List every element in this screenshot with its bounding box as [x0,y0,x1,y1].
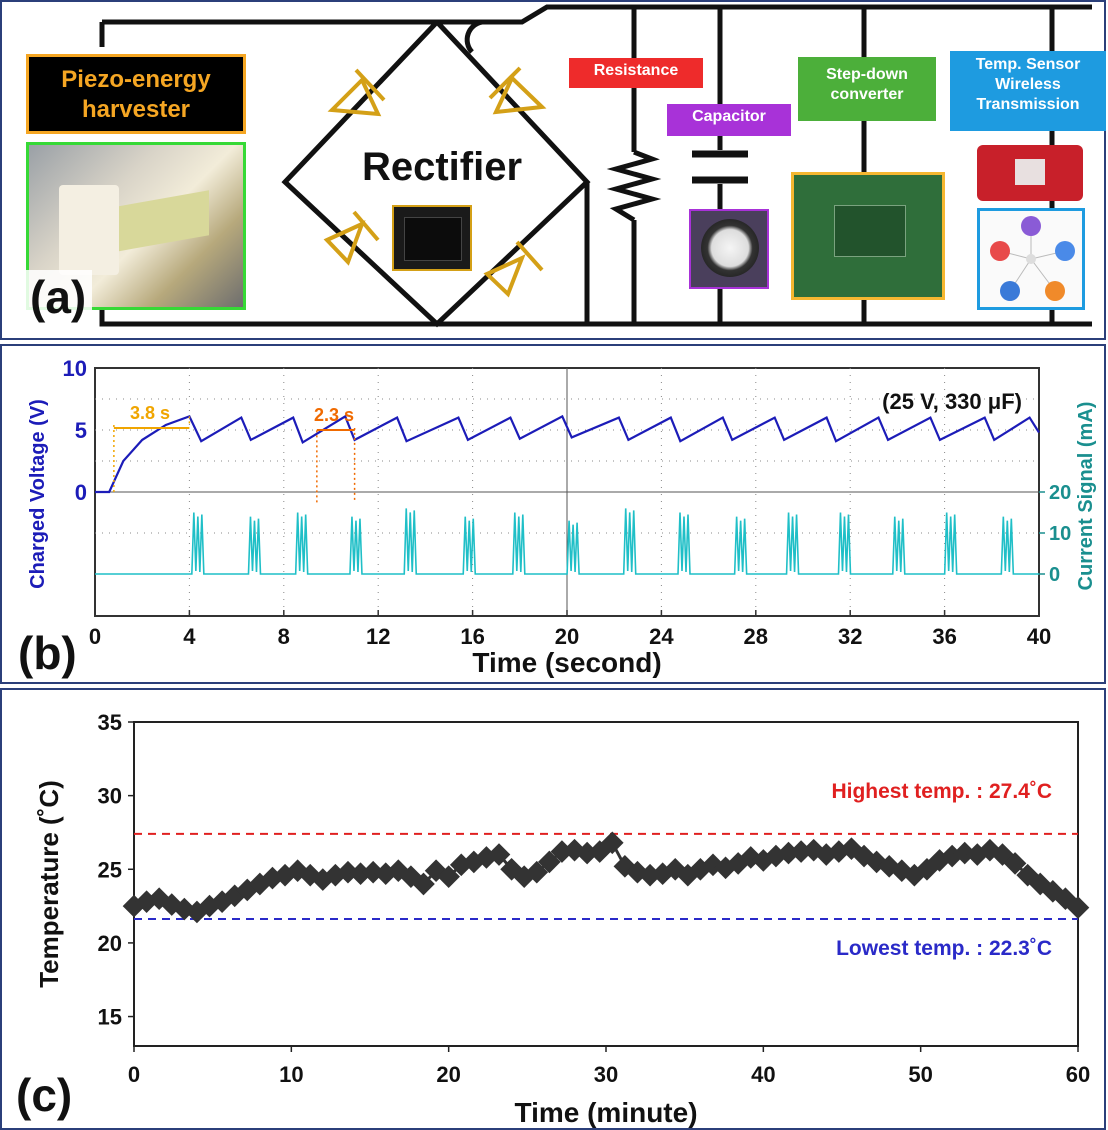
circuit-diagram: Rectifier [99,4,1092,328]
y-tick-label-c: 25 [98,857,122,882]
x-tick-label-b: 40 [1027,624,1051,649]
harvester-tag: Piezo-energy harvester [26,54,246,134]
sensor-label: Temp. Sensor Wireless Transmission [975,56,1081,113]
rectifier-label: Rectifier [362,145,522,189]
x-tick-label-c: 60 [1066,1062,1090,1087]
temperature-points [122,831,1090,924]
ticks-b: 0 4 8 12 16 20 24 28 32 36 40 0 5 10 0 10 20 [63,356,1072,649]
sensor-network-photo [977,208,1085,310]
capacitor-label: Capacitor [692,108,766,125]
y-tick-label-b: 5 [75,418,87,443]
panel-a-letter: (a) [24,270,93,324]
panel-a: Rectifier Piezo-energy harvester (a) Res… [0,0,1106,340]
converter-tag: Step-down converter [798,57,936,121]
sensor-network [990,216,1075,301]
node-bottom-right [1045,281,1065,301]
current-line [95,508,1039,575]
capacitor-photo [689,209,769,289]
x-axis-label-b: Time (second) [472,647,661,678]
x-tick-label-c: 20 [436,1062,460,1087]
x-tick-label-b: 0 [89,624,101,649]
ticks-c: 0 10 20 30 40 50 60 15 20 25 30 35 [98,710,1091,1087]
wire-top-right [502,4,1092,25]
lowest-temp-label: Lowest temp. : 22.3˚C [836,937,1052,960]
highest-temp-label: Highest temp. : 27.4˚C [831,780,1052,803]
panel-b: 0 4 8 12 16 20 24 28 32 36 40 0 5 10 0 10 20 (25 V, 330 … [0,344,1106,684]
condition-annotation: (25 V, 330 μF) [882,389,1022,414]
x-tick-label-c: 40 [751,1062,775,1087]
sensor-board-photo [977,145,1083,201]
panel-b-letter: (b) [18,627,77,679]
x-axis-label-c: Time (minute) [514,1097,697,1128]
x-tick-label-b: 16 [460,624,484,649]
rectifier-chip [404,217,462,261]
y-tick-label-c: 35 [98,710,122,735]
y-axis-label-current: Current Signal (mA) [1075,402,1097,591]
current-series [95,508,1039,575]
y2-tick-label-b: 10 [1049,523,1071,545]
x-tick-label-c: 50 [908,1062,932,1087]
voltage-series [95,414,1040,494]
rectifier-photo [392,205,472,271]
diode-bottom-left [323,210,380,266]
temperature-point [600,831,624,855]
x-tick-label-c: 10 [279,1062,303,1087]
sensor-module [1015,159,1045,185]
x-tick-label-b: 28 [744,624,768,649]
y-tick-label-c: 15 [98,1005,122,1030]
charging-chart: 0 4 8 12 16 20 24 28 32 36 40 0 5 10 0 10 20 (25 V, 330 … [27,356,1097,678]
temperature-chart: 0 10 20 30 40 50 60 15 20 25 30 35 Highest temp. : … [34,710,1091,1128]
harvester-label: Piezo-energy harvester [61,66,211,123]
converter-chip [834,205,906,257]
interval-annotations [113,416,356,503]
x-tick-label-b: 4 [183,624,196,649]
node-right [1055,241,1075,261]
diode-top-right [488,66,547,115]
capacitor-tag: Capacitor [667,104,791,136]
x-tick-label-b: 12 [366,624,390,649]
diode-bottom-right [483,240,544,298]
temperature-point [538,850,561,874]
interval-1-label: 3.8 s [130,403,170,423]
sensor-tag: Temp. Sensor Wireless Transmission [950,51,1106,131]
clamp-block [59,185,119,275]
resistance-label: Resistance [593,62,679,79]
node-hub [1026,254,1036,264]
resistance-tag: Resistance [569,58,703,88]
y2-tick-label-b: 0 [1049,564,1060,586]
wire-crossover [464,19,483,54]
y-tick-label-c: 20 [98,931,122,956]
y-tick-label-c: 30 [98,784,122,809]
x-tick-label-b: 24 [649,624,674,649]
converter-photo [791,172,945,300]
x-tick-label-b: 20 [555,624,579,649]
converter-label: Step-down converter [826,66,908,103]
node-bottom-left [1000,281,1020,301]
y-tick-label-b: 0 [75,480,87,505]
temperature-point [1066,896,1090,919]
diodes [323,66,547,298]
panel-c: 0 10 20 30 40 50 60 15 20 25 30 35 Highest temp. : … [0,688,1106,1130]
x-tick-label-c: 30 [594,1062,618,1087]
x-tick-label-c: 0 [128,1062,140,1087]
interval-2-label: 2.3 s [314,405,354,425]
y2-tick-label-b: 20 [1049,482,1071,504]
resistor-symbol [606,149,662,223]
voltage-line [95,414,1040,494]
x-tick-label-b: 8 [278,624,290,649]
panel-c-letter: (c) [16,1069,73,1121]
reference-lines [134,832,1078,921]
y-axis-label-voltage: Charged Voltage (V) [27,399,49,589]
diode-top-left [327,68,386,117]
y-tick-label-b: 10 [63,356,87,381]
x-tick-label-b: 32 [838,624,862,649]
y-axis-label-c: Temperature (˚C) [34,780,64,988]
node-top [1021,216,1041,236]
x-tick-label-b: 36 [932,624,956,649]
capacitor-can [701,219,759,277]
node-left [990,241,1010,261]
